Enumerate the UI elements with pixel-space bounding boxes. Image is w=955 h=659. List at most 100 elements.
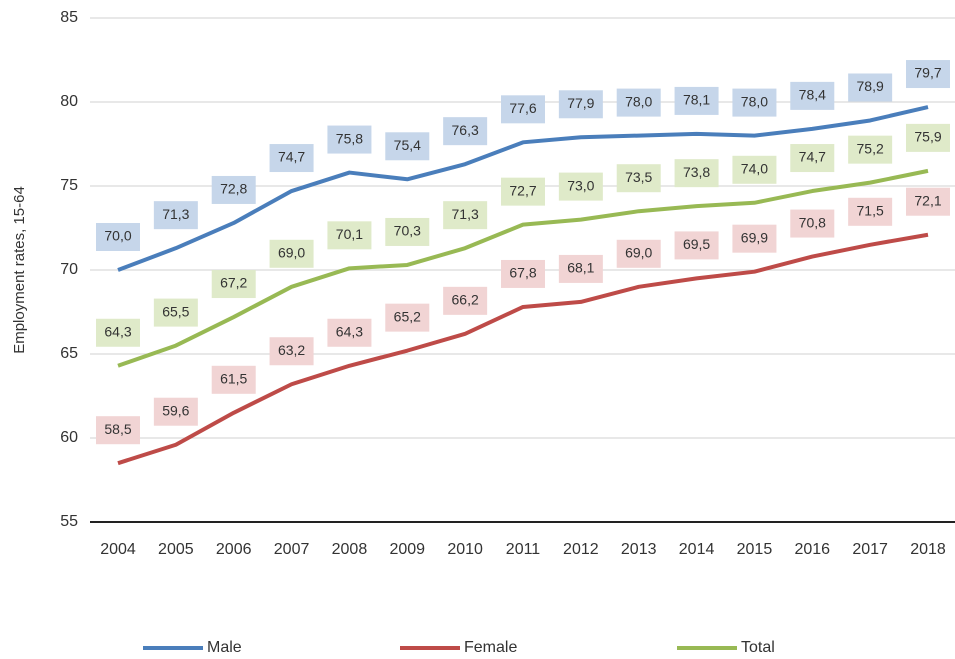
data-label: 70,0 — [104, 228, 131, 244]
data-label-bg — [906, 60, 950, 89]
x-tick-label: 2018 — [910, 541, 946, 558]
data-label: 66,2 — [452, 292, 479, 308]
data-label-bg — [732, 224, 777, 253]
data-label: 69,5 — [683, 236, 710, 252]
data-label: 75,4 — [394, 137, 421, 153]
data-label: 78,1 — [683, 92, 710, 108]
data-label-bg — [327, 125, 372, 154]
y-tick-label: 70 — [60, 261, 78, 278]
x-tick-label: 2008 — [332, 541, 368, 558]
data-label-bg — [443, 201, 488, 230]
data-label: 73,5 — [625, 169, 652, 185]
data-label-bg — [211, 365, 256, 394]
data-label: 70,3 — [394, 223, 421, 239]
data-label: 74,7 — [278, 149, 305, 165]
data-label: 67,8 — [509, 265, 536, 281]
data-label-bg — [385, 217, 430, 246]
data-label-bg — [848, 135, 893, 164]
data-label-bg — [790, 144, 835, 173]
data-label: 75,9 — [914, 129, 941, 145]
x-tick-label: 2005 — [158, 541, 194, 558]
data-label-bg — [558, 172, 603, 201]
data-label-bg — [616, 239, 661, 268]
data-label: 61,5 — [220, 371, 247, 387]
series-line — [117, 168, 929, 368]
data-label-bg — [153, 201, 198, 230]
data-label: 75,8 — [336, 130, 363, 146]
y-tick-label: 85 — [60, 9, 78, 26]
data-label-bg — [732, 88, 777, 117]
data-label: 65,5 — [162, 303, 189, 319]
data-label: 75,2 — [857, 140, 884, 156]
data-label-bg — [211, 175, 256, 204]
data-label: 64,3 — [336, 323, 363, 339]
x-tick-label: 2006 — [216, 541, 252, 558]
x-tick-label: 2016 — [794, 541, 830, 558]
data-label-bg — [443, 117, 488, 146]
x-tick-label: 2010 — [447, 541, 483, 558]
data-label: 72,1 — [914, 192, 941, 208]
y-tick-label: 75 — [60, 177, 78, 194]
x-tick-label: 2014 — [679, 541, 715, 558]
data-label: 68,1 — [567, 260, 594, 276]
data-label-bg — [906, 187, 950, 216]
data-label: 73,0 — [567, 177, 594, 193]
series-line — [117, 105, 929, 272]
x-tick-label: 2009 — [389, 541, 425, 558]
data-label-bg — [443, 286, 488, 315]
data-label: 74,7 — [799, 149, 826, 165]
data-label: 78,0 — [625, 93, 652, 109]
data-label-bg — [790, 209, 835, 238]
data-label: 71,3 — [162, 206, 189, 222]
data-label-bg — [96, 223, 140, 251]
data-label-bg — [790, 81, 835, 110]
data-label-bg — [558, 90, 603, 119]
data-label-bg — [269, 144, 314, 173]
x-tick-label: 2011 — [506, 541, 541, 558]
data-label: 78,0 — [741, 93, 768, 109]
data-label-bg — [327, 318, 372, 347]
y-tick-label: 60 — [60, 429, 78, 446]
data-label-bg — [674, 159, 719, 188]
data-label-bg — [269, 337, 314, 366]
data-label-bg — [96, 416, 140, 445]
data-label-bg — [616, 88, 661, 117]
x-tick-label: 2012 — [563, 541, 599, 558]
data-label-bg — [732, 155, 777, 184]
data-label: 67,2 — [220, 275, 247, 291]
data-label-bg — [269, 239, 314, 268]
data-label-bg — [906, 123, 950, 152]
data-label: 65,2 — [394, 308, 421, 324]
x-tick-label: 2007 — [274, 541, 310, 558]
data-label: 58,5 — [104, 421, 131, 437]
data-label: 76,3 — [452, 122, 479, 138]
data-label: 78,4 — [799, 87, 826, 103]
data-label: 71,3 — [452, 206, 479, 222]
data-label: 79,7 — [914, 65, 941, 81]
data-label: 77,6 — [509, 100, 536, 116]
data-label: 70,1 — [336, 226, 363, 242]
data-label: 64,3 — [104, 323, 131, 339]
data-label-bg — [848, 197, 893, 226]
data-label: 74,0 — [741, 161, 768, 177]
y-tick-label: 55 — [60, 513, 78, 530]
data-label-bg — [327, 221, 372, 250]
data-label-bg — [674, 86, 719, 115]
legend-label: Total — [741, 639, 775, 656]
data-label: 69,9 — [741, 229, 768, 245]
data-label-bg — [501, 259, 545, 288]
data-label: 59,6 — [162, 402, 189, 418]
data-label: 72,7 — [509, 182, 536, 198]
data-label-bg — [211, 270, 256, 299]
data-label: 77,9 — [567, 95, 594, 111]
data-label: 72,8 — [220, 181, 247, 197]
x-tick-label: 2017 — [852, 541, 888, 558]
data-label: 78,9 — [857, 78, 884, 94]
data-label-bg — [385, 303, 430, 332]
y-tick-label: 80 — [60, 93, 78, 110]
x-tick-label: 2004 — [100, 541, 136, 558]
data-label-bg — [153, 397, 198, 426]
x-tick-label: 2015 — [737, 541, 773, 558]
data-label-bg — [558, 254, 603, 283]
